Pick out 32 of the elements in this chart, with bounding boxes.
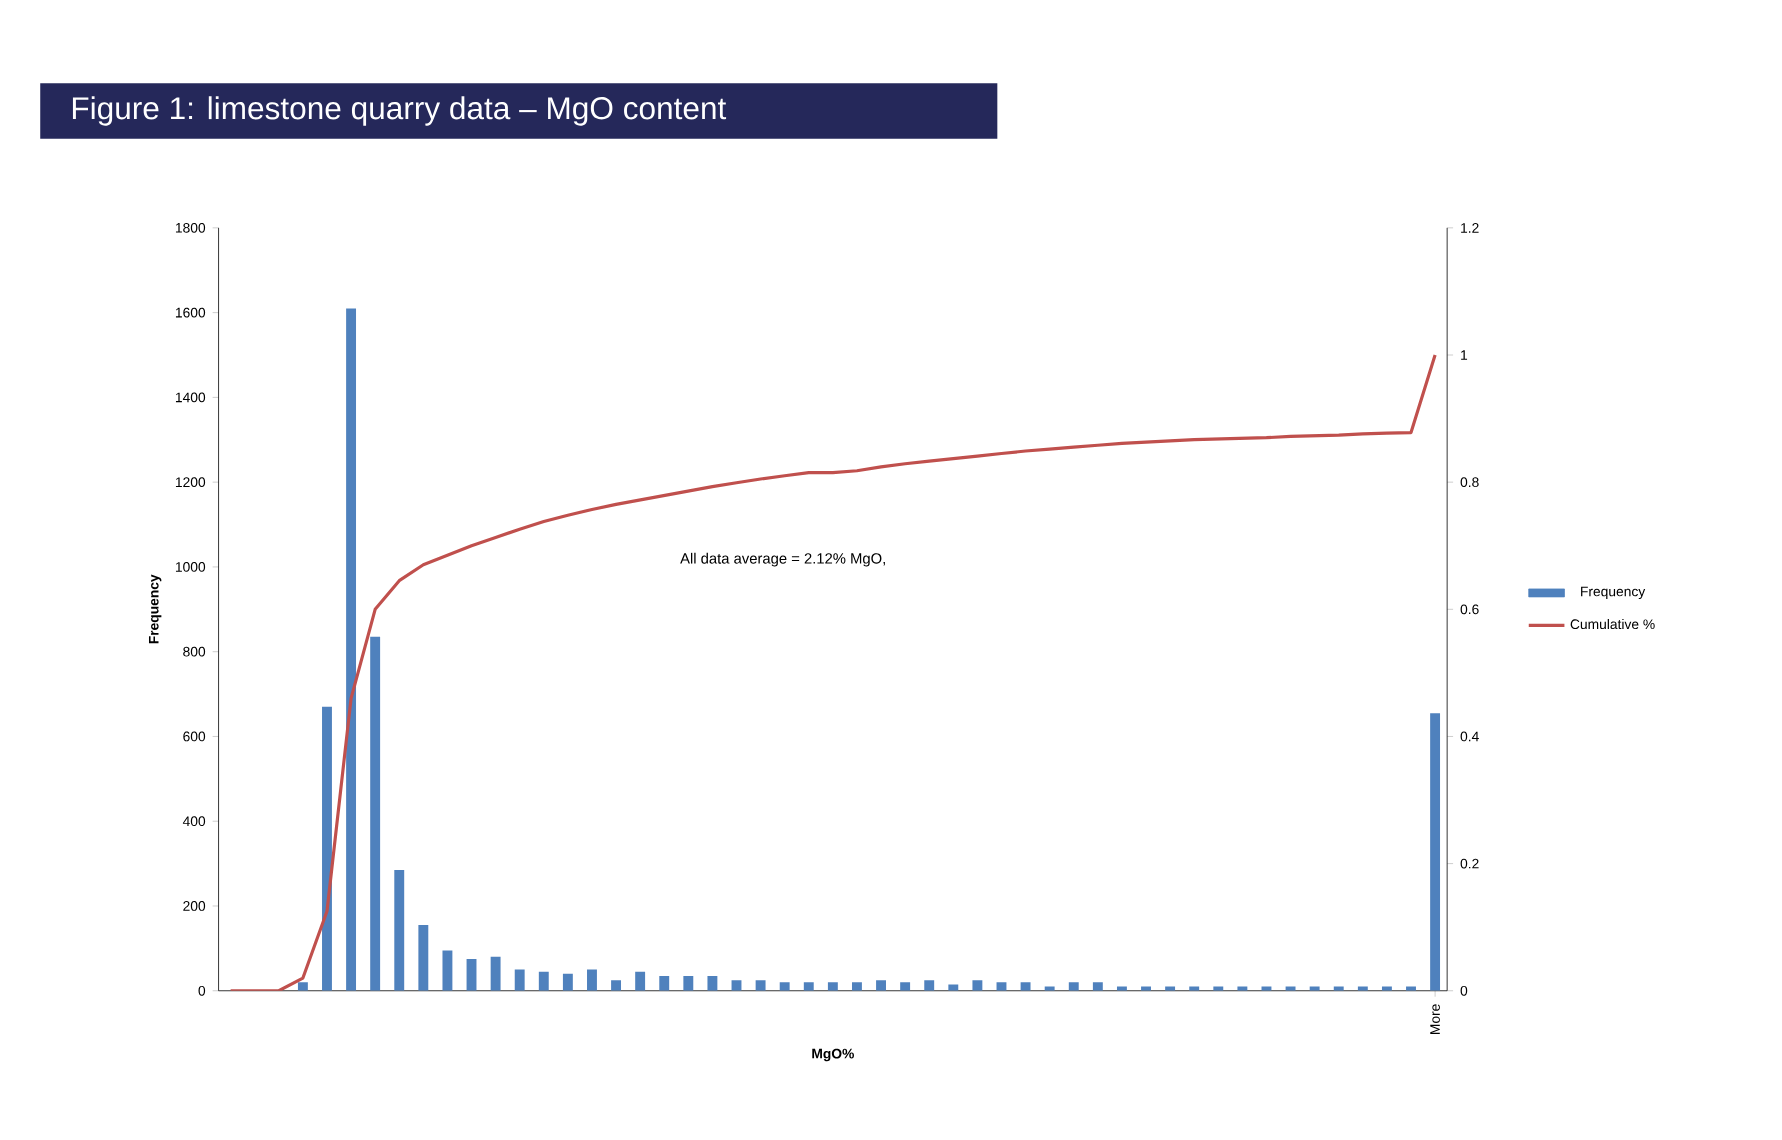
bar	[418, 925, 429, 992]
bar	[683, 976, 694, 992]
bar	[707, 976, 718, 992]
bar	[779, 982, 790, 992]
bar	[900, 982, 911, 992]
bar	[755, 980, 766, 992]
bar	[659, 976, 670, 992]
bar	[587, 969, 597, 992]
bar	[611, 980, 622, 992]
bar	[876, 980, 886, 992]
bar	[370, 637, 381, 992]
bar	[538, 971, 549, 992]
bar	[346, 308, 357, 992]
bar	[803, 982, 814, 992]
bar	[394, 870, 405, 992]
bar	[1092, 982, 1103, 992]
bar	[635, 971, 646, 992]
bar	[827, 982, 838, 992]
chart-title: Figure 1: limestone quarry data – MgO content	[72, 96, 727, 126]
bar	[1430, 713, 1441, 992]
bar	[514, 969, 525, 992]
bar	[297, 982, 308, 992]
bar	[322, 707, 332, 992]
bar	[490, 957, 501, 992]
bar	[562, 974, 573, 992]
bar	[1020, 982, 1031, 992]
bar	[948, 984, 959, 992]
bar	[972, 980, 983, 992]
bar	[1068, 982, 1079, 992]
bar	[924, 980, 935, 992]
bar	[442, 950, 453, 992]
bar	[851, 982, 862, 992]
